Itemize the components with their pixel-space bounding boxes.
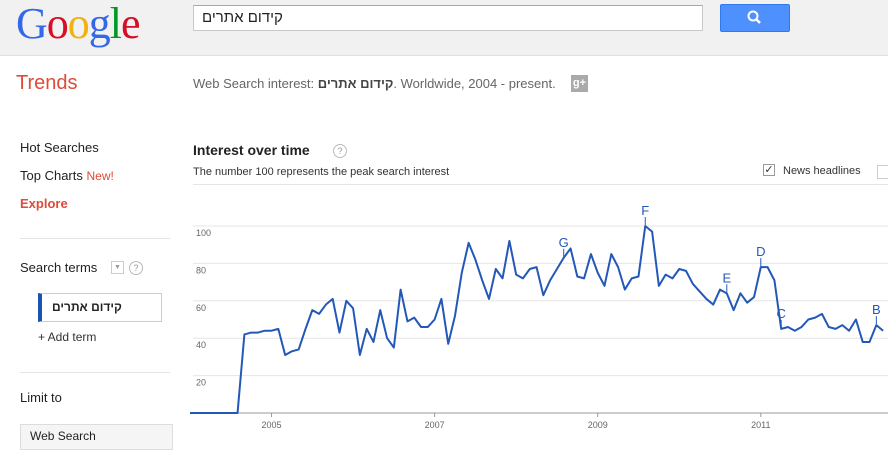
- summary-suffix: . Worldwide, 2004 - present.: [393, 76, 556, 91]
- x-tick-label: 2011: [751, 420, 770, 430]
- search-icon: [747, 10, 761, 24]
- search-query: קידום אתרים: [202, 9, 283, 26]
- y-tick-label: 60: [196, 303, 206, 313]
- chart: 20 40 60 80 100 2005 2007 2009 2011 G F E D C B: [190, 203, 888, 430]
- annotation-label[interactable]: F: [641, 203, 649, 218]
- summary-prefix: Web Search interest:: [193, 76, 318, 91]
- nav-label: Top Charts: [20, 168, 83, 183]
- y-tick-label: 40: [196, 340, 206, 350]
- term: קידום אתרים: [52, 300, 122, 314]
- y-tick-label: 100: [196, 228, 211, 238]
- term-box[interactable]: קידום אתרים: [38, 293, 162, 322]
- news-checkbox[interactable]: ✓: [763, 164, 775, 176]
- limit-value: Web Search: [30, 429, 96, 443]
- section-label: Limit to: [20, 390, 62, 405]
- series-line: [190, 225, 884, 414]
- annotation-label[interactable]: G: [559, 235, 569, 250]
- search-button[interactable]: [720, 4, 790, 32]
- x-tick-label: 2007: [425, 420, 445, 430]
- section-label: Search terms: [20, 260, 98, 275]
- summary-term: קידום אתרים: [317, 76, 394, 91]
- help-icon[interactable]: ?: [129, 261, 143, 275]
- checkbox[interactable]: [877, 165, 888, 179]
- help-icon[interactable]: ?: [333, 144, 347, 158]
- chart-subtitle: The number 100 represents the peak searc…: [193, 166, 450, 178]
- nav-item[interactable]: Top Charts New!: [20, 168, 114, 183]
- share-icon[interactable]: g+: [571, 75, 588, 92]
- nav-item[interactable]: Hot Searches: [20, 140, 99, 155]
- annotation-label[interactable]: D: [756, 244, 765, 259]
- logo[interactable]: Google: [16, 0, 141, 48]
- nav-item[interactable]: Explore: [20, 196, 68, 211]
- x-tick-label: 2009: [588, 420, 608, 430]
- divider: [20, 372, 170, 373]
- y-tick-label: 80: [196, 265, 206, 275]
- annotation-label[interactable]: C: [776, 306, 785, 321]
- summary: Web Search interest: קידום אתרים. Worldw…: [193, 76, 556, 91]
- limit-select[interactable]: Web Search: [20, 424, 173, 450]
- news-label: News headlines: [783, 165, 861, 177]
- product-name[interactable]: Trends: [16, 72, 78, 94]
- x-tick-label: 2005: [262, 420, 282, 430]
- divider: [193, 184, 888, 185]
- annotation-label[interactable]: E: [722, 270, 731, 285]
- dropdown-icon[interactable]: ▼: [111, 261, 124, 274]
- divider: [20, 238, 170, 239]
- new-badge: New!: [86, 169, 114, 183]
- annotation-label[interactable]: B: [872, 302, 881, 317]
- y-tick-label: 20: [196, 378, 206, 388]
- chart-title: Interest over time: [193, 142, 310, 158]
- search-box[interactable]: קידום אתרים: [193, 5, 703, 31]
- add-term[interactable]: + Add term: [38, 330, 97, 344]
